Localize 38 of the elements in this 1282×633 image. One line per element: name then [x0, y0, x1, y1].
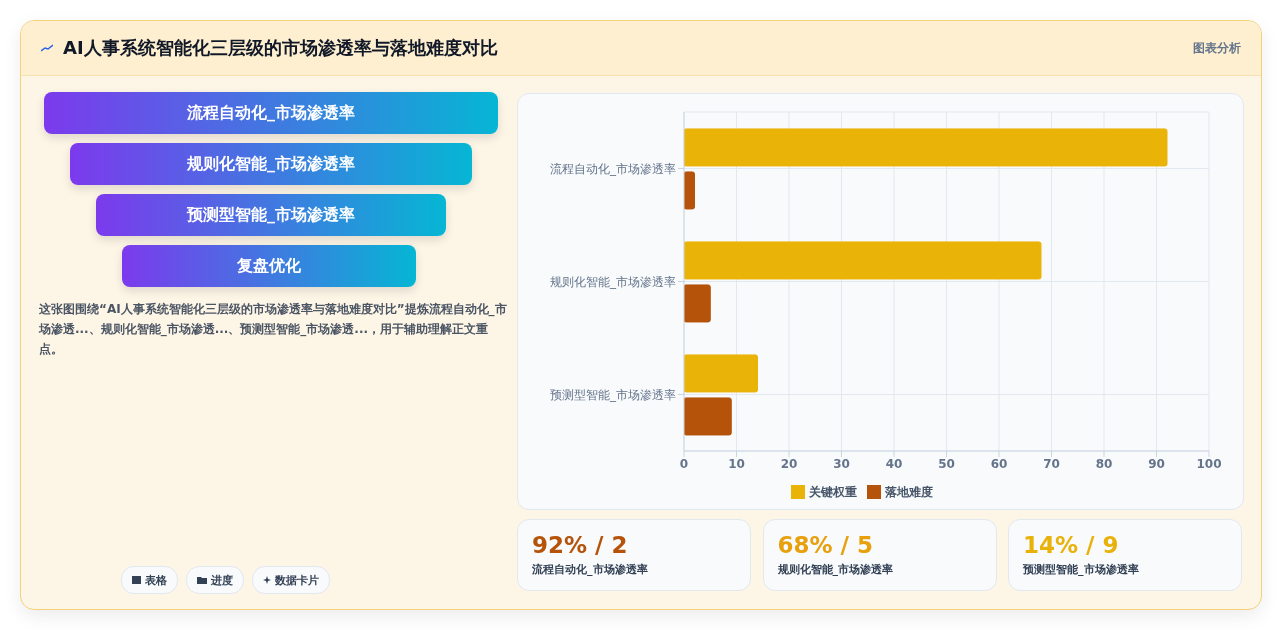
text: 68% / 5	[777, 532, 874, 558]
x-tick-label: 30	[833, 456, 850, 471]
text: 进度	[211, 572, 233, 588]
y-tick-label: 预测型智能_市场渗透率	[550, 387, 676, 402]
x-tick-label: 20	[780, 456, 798, 471]
text: 图表分析	[1193, 39, 1241, 57]
x-tick-label: 50	[938, 456, 955, 471]
x-tick-label: 100	[1196, 456, 1222, 471]
text: 复盘优化	[122, 245, 416, 287]
text: 流程自动化_市场渗透率	[44, 92, 498, 134]
text: 预测型智能_市场渗透率	[1023, 562, 1140, 577]
y-tick-label: 规则化智能_市场渗透率	[550, 274, 676, 289]
bar	[684, 284, 711, 323]
text: AI人事系统智能化三层级的市场渗透率与落地难度对比	[63, 36, 499, 60]
text: 数据卡片	[275, 572, 319, 588]
text: 92% / 2	[532, 532, 629, 558]
text: 表格	[145, 572, 167, 588]
bar	[684, 128, 1168, 167]
text: 规则化智能_市场渗透率	[70, 143, 472, 185]
bar	[684, 241, 1042, 280]
text: 流程自动化_市场渗透率	[532, 562, 649, 577]
x-tick-label: 80	[1095, 456, 1113, 471]
bar	[684, 354, 758, 393]
x-tick-label: 0	[679, 456, 689, 471]
text: 预测型智能_市场渗透率	[96, 194, 446, 236]
x-tick-label: 60	[990, 456, 1008, 471]
legend-label: 落地难度	[884, 485, 933, 499]
text: 14% / 9	[1023, 532, 1120, 558]
x-tick-label: 90	[1148, 456, 1165, 471]
legend-label: 关键权重	[808, 485, 857, 499]
text: 这张图围绕“AI人事系统智能化三层级的市场渗透率与落地难度对比”提炼流程自动化_市场渗透...、规则化智能_市场渗透...、预测型智能_市场渗透...，用于辅助理解正文重点。	[39, 301, 508, 358]
text: 规则化智能_市场渗透率	[777, 562, 894, 577]
x-tick-label: 10	[728, 456, 745, 471]
x-tick-label: 40	[885, 456, 903, 471]
y-tick-label: 流程自动化_市场渗透率	[550, 161, 676, 176]
bar	[684, 171, 695, 210]
bar	[684, 397, 732, 436]
x-tick-label: 70	[1043, 456, 1060, 471]
